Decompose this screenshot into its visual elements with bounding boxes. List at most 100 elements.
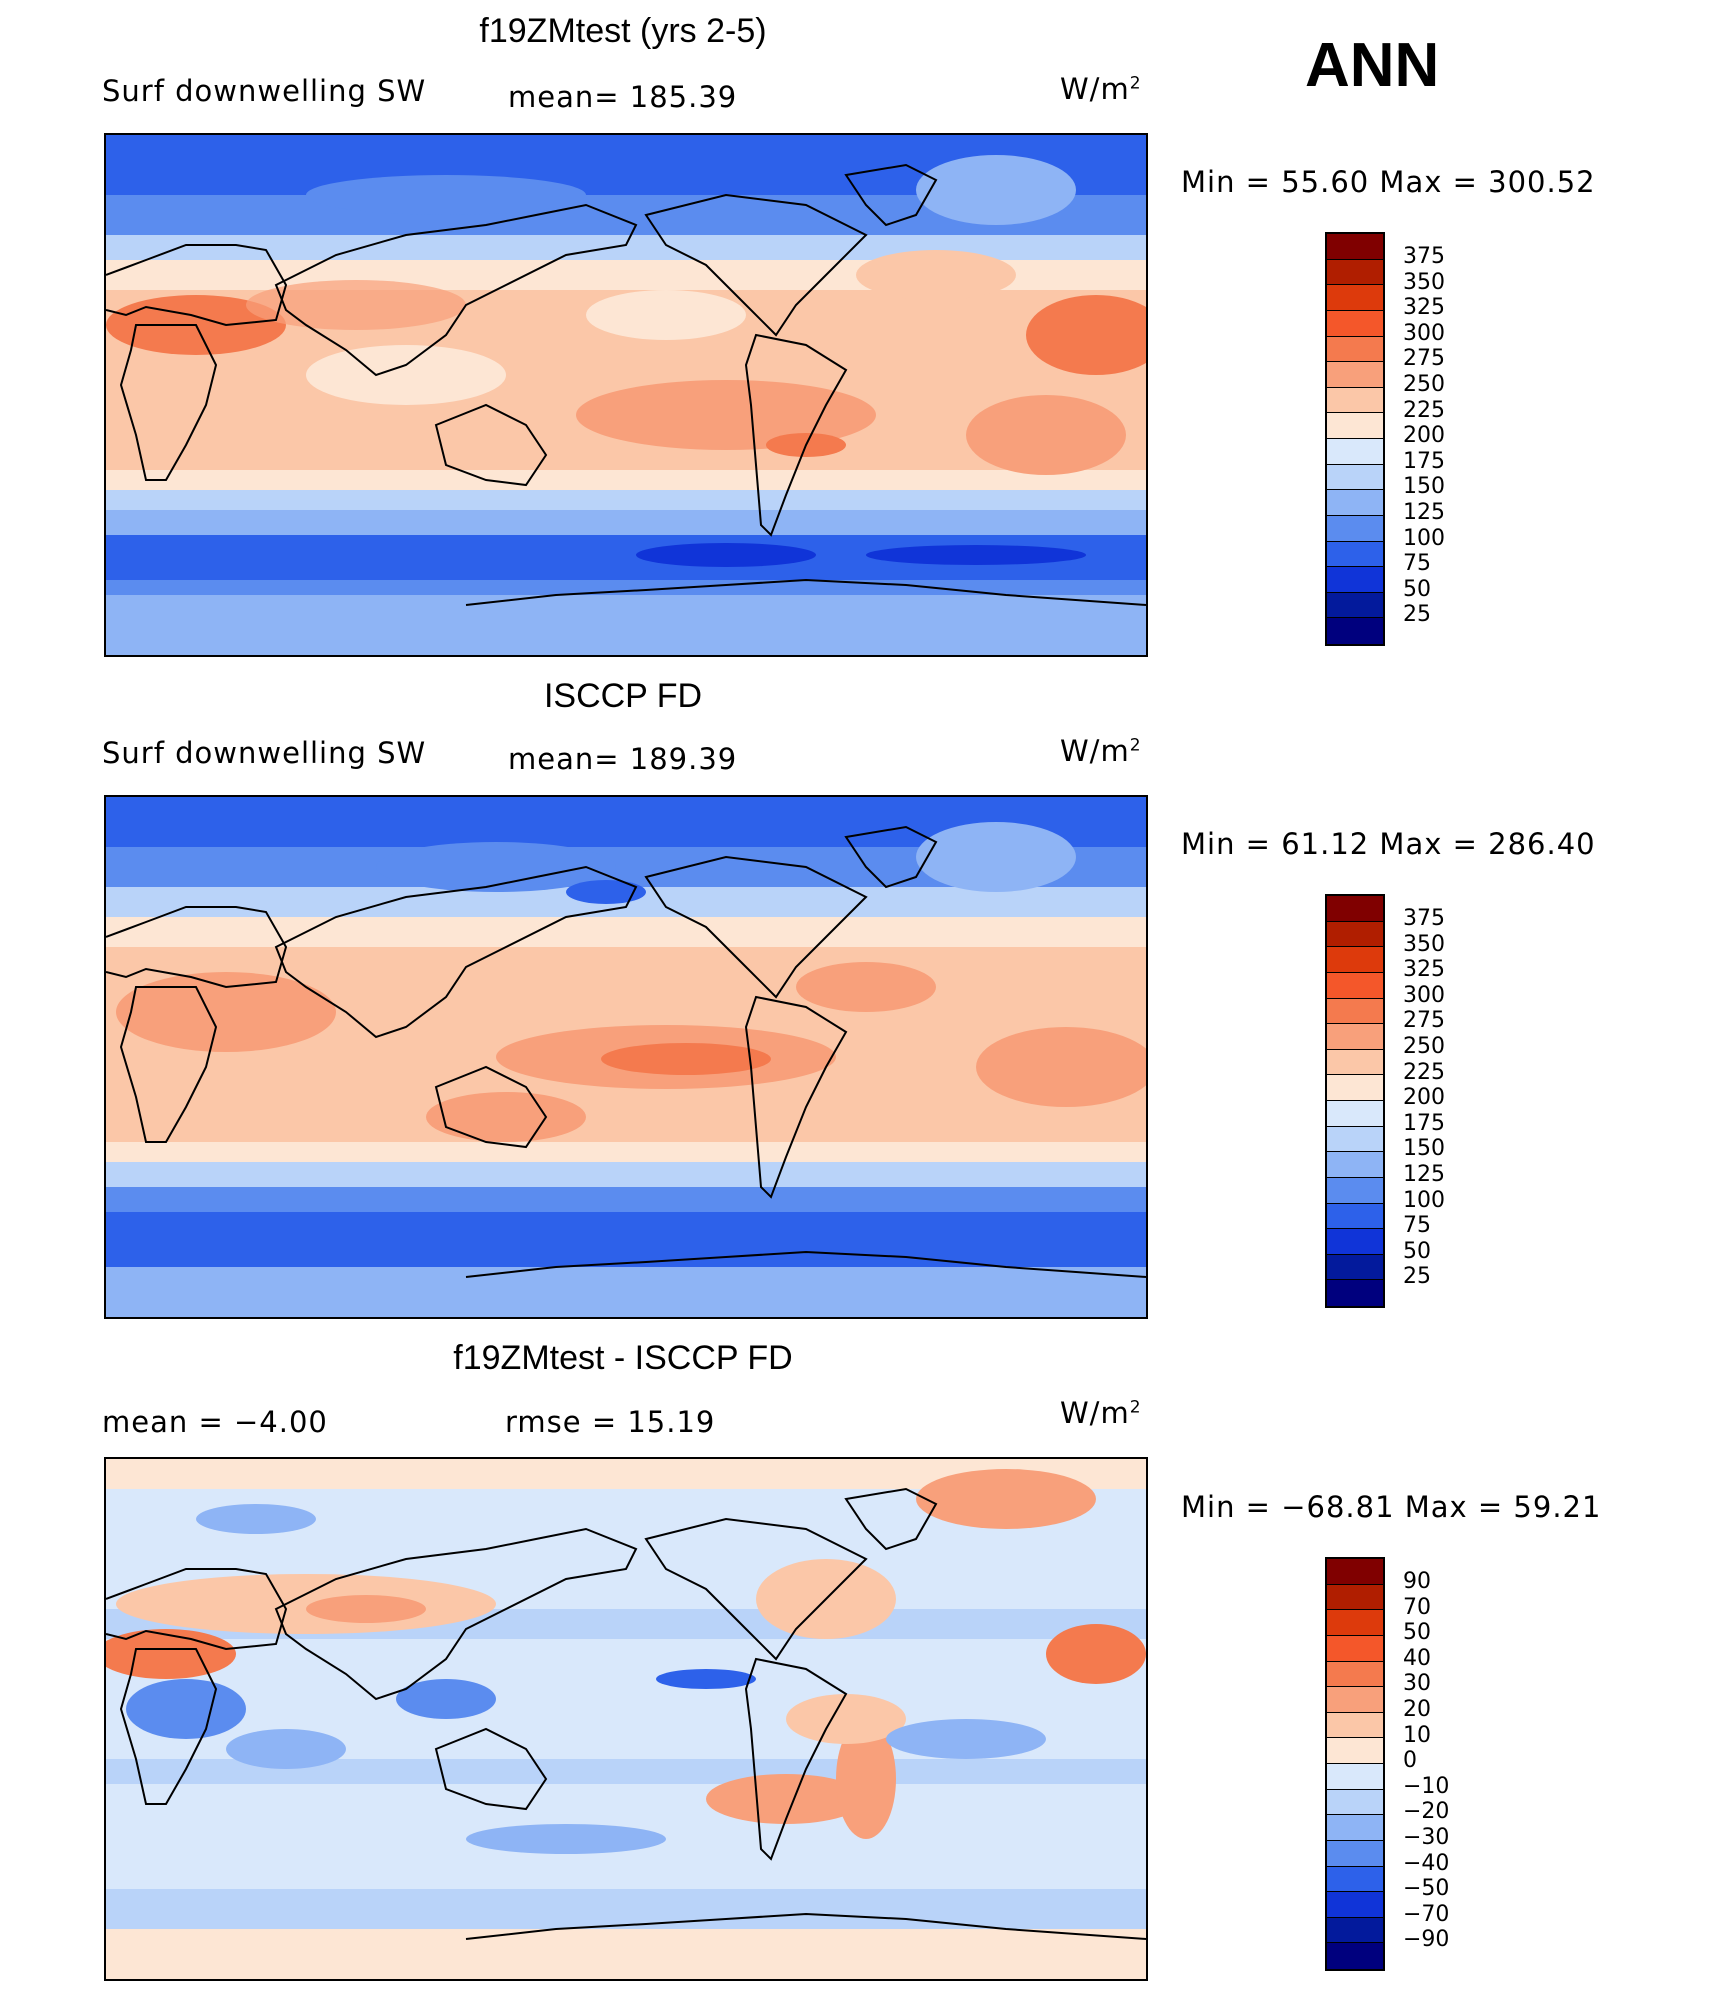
season-label: ANN — [1305, 31, 1440, 100]
panel-1-colorbar — [1325, 232, 1385, 646]
colorbar-segment — [1327, 413, 1383, 439]
panel-3-units: W/m2 — [1060, 1396, 1142, 1430]
panel-3-rmse-label: rmse = 15.19 — [505, 1405, 716, 1439]
colorbar-tick-label: 200 — [1403, 423, 1445, 449]
colorbar-tick-label: 375 — [1403, 244, 1445, 269]
colorbar-segment — [1327, 1024, 1383, 1050]
colorbar-tick-label: 200 — [1403, 1085, 1445, 1111]
colorbar-tick-label: 40 — [1403, 1645, 1431, 1671]
panel-2-mean-label: mean= 189.39 — [508, 742, 738, 776]
colorbar-segment — [1327, 1866, 1383, 1893]
colorbar-segment — [1327, 259, 1383, 286]
colorbar-segment — [1327, 1075, 1383, 1101]
panel-3-minmax: Min = −68.81 Max = 59.21 — [1181, 1490, 1602, 1524]
colorbar-segment — [1327, 1610, 1383, 1636]
colorbar-segment — [1327, 947, 1383, 973]
panel-2-minmax: Min = 61.12 Max = 286.40 — [1181, 827, 1596, 861]
colorbar-tick-label: 25 — [1403, 602, 1431, 628]
colorbar-tick-label: 30 — [1403, 1671, 1431, 1697]
colorbar-segment — [1327, 234, 1383, 260]
colorbar-segment — [1327, 1687, 1383, 1713]
colorbar-tick-label: 70 — [1403, 1594, 1431, 1620]
colorbar-segment — [1327, 1229, 1383, 1255]
colorbar-segment — [1327, 1177, 1383, 1204]
panel-3-map — [104, 1457, 1148, 1981]
colorbar-segment — [1327, 1635, 1383, 1662]
colorbar-segment — [1327, 1738, 1383, 1764]
colorbar-tick-label: 375 — [1403, 906, 1445, 931]
colorbar-segment — [1327, 1917, 1383, 1944]
panel-3-colorbar-ticks: 90 70 50 40 30 20 10 0 −10 −20 −30 −40 −50 −70 −90 — [1403, 1569, 1449, 1953]
colorbar-segment — [1327, 896, 1383, 922]
colorbar-tick-label: −50 — [1403, 1876, 1450, 1902]
colorbar-tick-label: 100 — [1403, 525, 1445, 551]
panel-3-title: f19ZMtest - ISCCP FD — [453, 1339, 793, 1377]
colorbar-tick-label: 275 — [1403, 346, 1445, 372]
colorbar-segment — [1327, 285, 1383, 311]
colorbar-tick-label: 75 — [1403, 1213, 1431, 1239]
panel-3-colorbar — [1325, 1557, 1385, 1971]
colorbar-segment — [1327, 618, 1383, 644]
colorbar-segment — [1327, 1049, 1383, 1076]
colorbar-segment — [1327, 1584, 1383, 1611]
colorbar-segment — [1327, 490, 1383, 516]
panel-2-units: W/m2 — [1060, 734, 1142, 768]
colorbar-segment — [1327, 1559, 1383, 1585]
colorbar-segment — [1327, 1661, 1383, 1688]
colorbar-segment — [1327, 310, 1383, 337]
panel-2-title: ISCCP FD — [543, 677, 703, 715]
panel-2-map — [104, 795, 1148, 1319]
colorbar-segment — [1327, 998, 1383, 1025]
panel-1-map — [104, 133, 1148, 657]
colorbar-tick-label: 175 — [1403, 1110, 1445, 1136]
colorbar-segment — [1327, 439, 1383, 465]
colorbar-tick-label: 300 — [1403, 320, 1445, 346]
colorbar-segment — [1327, 1280, 1383, 1306]
colorbar-tick-label: −40 — [1403, 1850, 1450, 1876]
colorbar-segment — [1327, 1943, 1383, 1969]
colorbar-tick-label: 50 — [1403, 576, 1431, 602]
colorbar-tick-label: 100 — [1403, 1187, 1445, 1213]
panel-2-colorbar-ticks: 375 350 325 300 275 250 225 200 175 150 125 100 75 50… — [1403, 906, 1445, 1290]
colorbar-segment — [1327, 387, 1383, 414]
colorbar-tick-label: 50 — [1403, 1238, 1431, 1264]
colorbar-tick-label: 125 — [1403, 1161, 1445, 1187]
colorbar-tick-label: 125 — [1403, 499, 1445, 525]
colorbar-tick-label: −20 — [1403, 1799, 1450, 1825]
colorbar-tick-label: −70 — [1403, 1901, 1450, 1927]
panel-1-colorbar-ticks: 375 350 325 300 275 250 225 200 175 150 125 100 75 50… — [1403, 244, 1445, 628]
colorbar-segment — [1327, 592, 1383, 619]
colorbar-segment — [1327, 1789, 1383, 1816]
colorbar-segment — [1327, 362, 1383, 388]
colorbar-tick-label: 90 — [1403, 1569, 1431, 1594]
colorbar-segment — [1327, 1712, 1383, 1739]
colorbar-tick-label: 325 — [1403, 957, 1445, 983]
colorbar-tick-label: 275 — [1403, 1008, 1445, 1034]
colorbar-tick-label: 225 — [1403, 397, 1445, 423]
colorbar-tick-label: 25 — [1403, 1264, 1431, 1290]
panel-1-variable-label: Surf downwelling SW — [102, 74, 427, 108]
colorbar-segment — [1327, 1840, 1383, 1867]
colorbar-segment — [1327, 1101, 1383, 1127]
colorbar-segment — [1327, 515, 1383, 542]
colorbar-tick-label: 150 — [1403, 474, 1445, 500]
panel-1-mean-label: mean= 185.39 — [508, 80, 738, 114]
colorbar-segment — [1327, 1254, 1383, 1281]
colorbar-tick-label: 10 — [1403, 1722, 1431, 1748]
panel-1-title: f19ZMtest (yrs 2-5) — [479, 12, 767, 50]
colorbar-tick-label: 250 — [1403, 1033, 1445, 1059]
colorbar-segment — [1327, 921, 1383, 948]
colorbar-tick-label: 350 — [1403, 269, 1445, 295]
colorbar-segment — [1327, 1815, 1383, 1841]
colorbar-tick-label: −10 — [1403, 1773, 1450, 1799]
colorbar-tick-label: 150 — [1403, 1136, 1445, 1162]
panel-2-colorbar — [1325, 894, 1385, 1308]
colorbar-tick-label: 225 — [1403, 1059, 1445, 1085]
colorbar-tick-label: 50 — [1403, 1620, 1431, 1646]
panel-3-mean-label: mean = −4.00 — [102, 1405, 328, 1439]
colorbar-tick-label: 20 — [1403, 1696, 1431, 1722]
colorbar-segment — [1327, 541, 1383, 568]
colorbar-tick-label: 0 — [1403, 1748, 1417, 1774]
colorbar-segment — [1327, 1892, 1383, 1918]
colorbar-segment — [1327, 1764, 1383, 1790]
